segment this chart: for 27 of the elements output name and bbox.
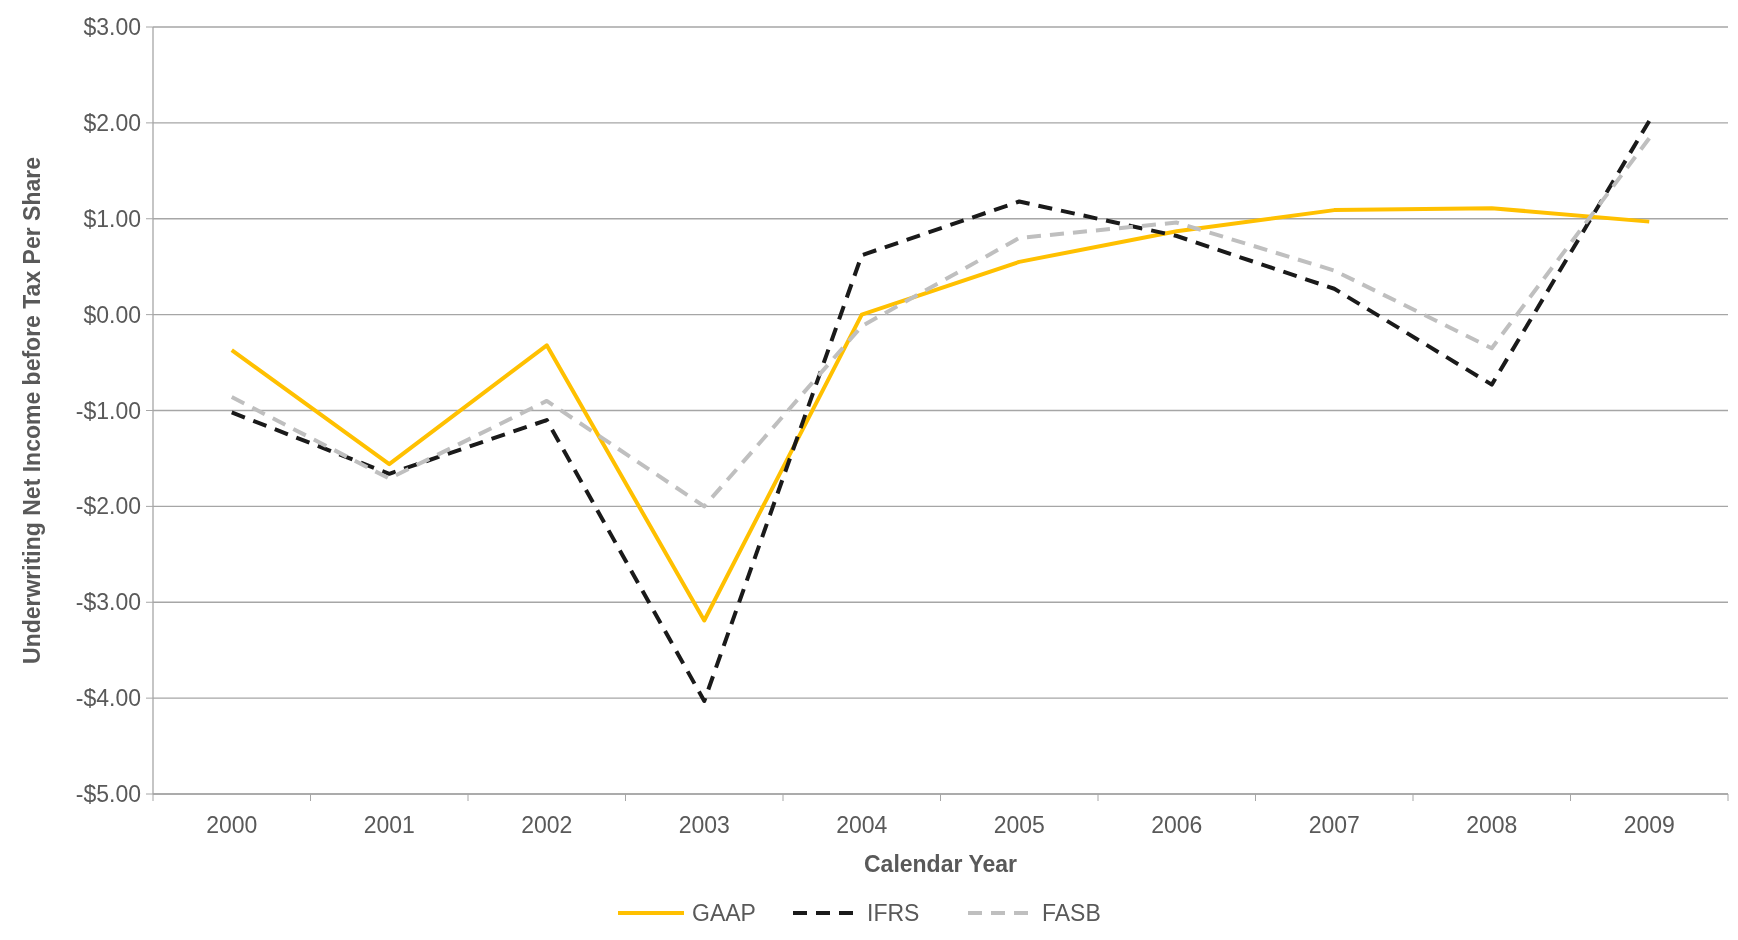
x-axis-title: Calendar Year [863,851,1018,877]
x-tick-label: 2000 [206,812,258,838]
y-tick-label: -$3.00 [75,589,141,616]
y-tick-label: $1.00 [83,205,141,232]
line-series [229,118,1652,703]
x-tick-label: 2001 [363,812,415,838]
y-tick-label: -$1.00 [75,397,141,424]
y-axis-title: Underwriting Net Income before Tax Per Share [19,157,45,664]
x-tick-label: 2002 [521,812,573,838]
y-tick-label: $2.00 [83,109,141,136]
x-tick-label: 2006 [1151,812,1203,838]
y-tick-label: -$4.00 [75,685,141,712]
x-tick-label: 2003 [678,812,730,838]
y-tick-label: $0.00 [83,301,141,328]
line-series [229,136,1652,509]
y-tick-label: -$5.00 [75,781,141,808]
y-tick-label: $3.00 [83,14,141,41]
x-tick-label: 2007 [1308,812,1360,838]
x-tick-label: 2008 [1466,812,1518,838]
y-tick-label: -$2.00 [75,493,141,520]
legend-label: FASB [1042,900,1101,927]
x-tick-label: 2005 [993,812,1045,838]
x-tick-label: 2009 [1623,812,1675,838]
line-series [229,206,1652,623]
legend-label: GAAP [692,900,756,927]
x-tick-label: 2004 [836,812,888,838]
legend-label: IFRS [867,900,920,927]
